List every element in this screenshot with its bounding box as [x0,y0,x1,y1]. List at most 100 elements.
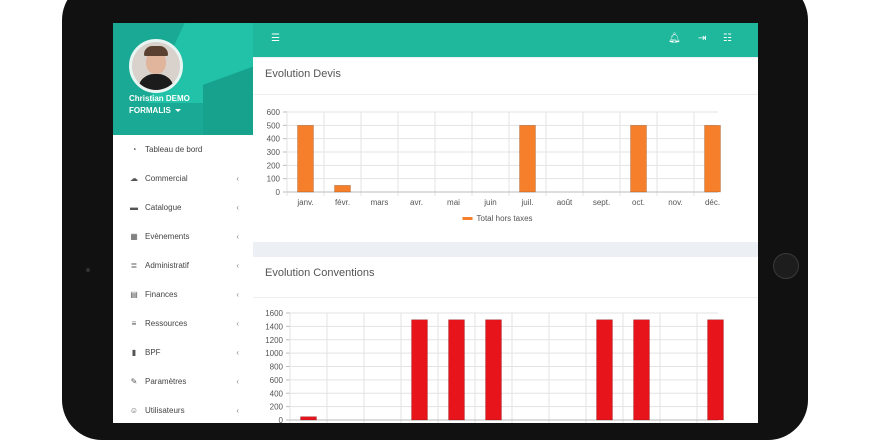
x-tick-label: févr. [335,198,350,207]
tablet-camera [86,268,90,272]
x-tick-label: août [557,198,573,207]
conventions-chart: 02004006008001000120014001600janv.févr.m… [265,309,724,423]
legend-swatch [462,217,473,220]
bar [704,125,721,193]
sidebar-item-label: Paramètres [145,377,187,386]
y-tick-label: 1000 [265,349,283,358]
bar [485,319,502,421]
user-name: Christian DEMO [129,94,190,103]
main-content: ☰ 🔔︎ ⇥ ☷ Evolution Devis 0 100 200 300 400 50… [253,23,758,423]
bell-icon[interactable]: 🔔︎ [668,33,681,44]
bar-chart-icon: ▮ [131,348,137,357]
bar [707,319,724,421]
sidebar-item-label: Catalogue [145,203,182,212]
y-tick-label: 1400 [265,322,283,331]
legend-label: Total hors taxes [477,214,533,223]
devis-panel: Evolution Devis 0 100 200 300 400 500 600 janv.… [253,58,758,242]
y-tick-label: 1200 [265,336,283,345]
sidebar-item-evenements[interactable]: ▦ Evènements ‹ [113,222,253,251]
sidebar: Christian DEMO FORMALIS ◔ Tableau de bord… [113,23,253,423]
x-tick-label: janv. [296,198,313,207]
wrench-icon: ✎ [130,377,138,386]
chevron-left-icon: ‹ [236,174,239,183]
tablet-home-button [773,253,799,279]
bars-icon: ≡ [131,319,137,328]
settings-icon[interactable]: ☷ [723,33,732,44]
devis-chart: 0 100 200 300 400 500 600 janv. févr. mars avr. mai… [267,108,721,223]
chevron-left-icon: ‹ [236,377,239,386]
x-tick-label: mai [447,198,460,207]
sidebar-item-label: Commercial [145,174,188,183]
users-icon: ☺ [129,406,139,415]
briefcase-icon: ▬ [130,203,138,212]
sidebar-item-tableau-de-bord[interactable]: ◔ Tableau de bord [113,135,253,164]
x-tick-label: sept. [593,198,610,207]
dashboard-icon: ◔ [131,145,137,154]
bar [633,319,650,421]
y-tick-label: 100 [267,175,281,184]
sidebar-item-label: BPF [145,348,161,357]
y-tick-label: 800 [270,363,284,372]
app-screen: Christian DEMO FORMALIS ◔ Tableau de bord… [113,23,758,423]
sidebar-item-catalogue[interactable]: ▬ Catalogue ‹ [113,193,253,222]
x-tick-label: juin [483,198,496,207]
y-tick-label: 1600 [265,309,283,318]
sidebar-item-parametres[interactable]: ✎ Paramètres ‹ [113,367,253,396]
bar [334,185,351,193]
chevron-left-icon: ‹ [236,261,239,270]
x-tick-label: nov. [668,198,683,207]
sidebar-item-commercial[interactable]: ☁ Commercial ‹ [113,164,253,193]
chevron-left-icon: ‹ [236,232,239,241]
sidebar-item-label: Tableau de bord [145,145,203,154]
cloud-icon: ☁ [130,174,138,183]
list-icon: ≣ [130,261,138,270]
y-tick-label: 0 [279,416,284,423]
avatar [129,39,183,93]
bar [630,125,647,193]
user-org-label: FORMALIS [129,106,171,115]
sign-out-icon[interactable]: ⇥ [698,33,707,44]
x-tick-label: mars [371,198,389,207]
chevron-left-icon: ‹ [236,319,239,328]
sidebar-item-ressources[interactable]: ≡ Ressources ‹ [113,309,253,338]
y-tick-label: 300 [267,148,281,157]
user-org-dropdown[interactable]: FORMALIS [129,106,181,115]
devis-panel-title: Evolution Devis [265,68,341,80]
sidebar-item-finances[interactable]: ▤ Finances ‹ [113,280,253,309]
caret-down-icon [174,109,181,113]
y-tick-label: 200 [270,403,284,412]
y-tick-label: 500 [267,121,281,130]
chevron-left-icon: ‹ [236,290,239,299]
y-tick-label: 400 [270,389,284,398]
sidebar-menu: ◔ Tableau de bord ☁ Commercial ‹ ▬ Catalogue ‹ ▦… [113,135,253,423]
chevron-left-icon: ‹ [236,203,239,212]
bar [300,416,317,421]
bar [519,125,536,193]
sidebar-item-administratif[interactable]: ≣ Administratif ‹ [113,251,253,280]
bar [448,319,465,421]
x-tick-label: avr. [410,198,423,207]
x-tick-label: oct. [632,198,645,207]
conventions-panel: Evolution Conventions 0 200 400 600 800 1000 1… [253,257,758,423]
x-tick-label: juil. [520,198,533,207]
hamburger-icon[interactable]: ☰ [271,33,280,44]
sidebar-item-label: Administratif [145,261,190,270]
sidebar-item-bpf[interactable]: ▮ BPF ‹ [113,338,253,367]
chevron-left-icon: ‹ [236,406,239,415]
bar [596,319,613,421]
chevron-left-icon: ‹ [236,348,239,357]
user-panel: Christian DEMO FORMALIS [113,23,253,135]
y-tick-label: 0 [276,188,281,197]
bar [411,319,428,421]
calendar-icon: ▦ [130,232,138,241]
bar [297,125,314,193]
sidebar-item-label: Ressources [145,319,188,328]
y-tick-label: 200 [267,161,281,170]
y-tick-label: 600 [267,108,281,117]
sidebar-item-label: Utilisateurs [145,406,185,415]
sidebar-item-label: Evènements [145,232,190,241]
y-tick-label: 400 [267,135,281,144]
sidebar-item-label: Finances [145,290,178,299]
calculator-icon: ▤ [130,290,138,299]
x-tick-label: déc. [705,198,720,207]
